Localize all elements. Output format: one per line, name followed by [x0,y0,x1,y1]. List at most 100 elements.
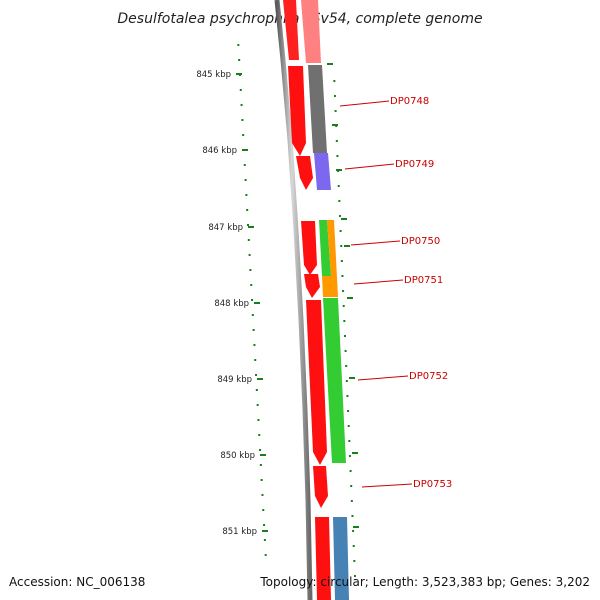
skew-dot [343,320,346,322]
gene-arrow-DP0750-track1[interactable] [301,221,317,275]
ruler-dot [252,329,255,331]
leader-DP0750 [350,240,401,246]
skew-dot [338,215,341,217]
gene-label-DP0752[interactable]: DP0752 [409,371,448,382]
gene-arrow-DP0749-track1[interactable] [296,156,313,190]
gc-skew-ticks [327,63,359,577]
skew-dot [352,545,355,547]
gene-arrow-DP0751-track2-orange[interactable] [322,220,338,297]
gene-arrow-DP0751-track1[interactable] [304,274,320,298]
skew-dot [340,245,343,247]
skew-dot [351,515,354,517]
ruler-dot [263,524,266,526]
gene-labels: DP0748 DP0749 DP0750 DP0751 DP0752 DP075… [339,96,452,490]
skew-dot [350,500,353,502]
ruler-dot [238,59,241,61]
accession-text: Accession: NC_006138 [9,575,146,589]
ruler-dot [255,374,258,376]
ruler-dot [254,359,257,361]
ruler-dot [250,284,253,286]
gene-label-DP0749[interactable]: DP0749 [395,159,434,170]
leader-DP0749 [344,163,395,170]
position-ruler: 845 kbp 846 kbp 847 kbp 848 kbp 849 kbp 850 k… [196,44,268,556]
gene-segment-post[interactable] [315,517,331,600]
ruler-dot [257,419,260,421]
ruler-dot [253,344,256,346]
gene-arrow-DP0752-track2[interactable] [323,298,346,463]
ruler-dot [249,269,252,271]
gene-arrow-DP0753-track2[interactable] [333,517,349,600]
skew-dot [337,170,340,172]
gene-label-DP0753[interactable]: DP0753 [413,479,452,490]
skew-dot [345,365,348,367]
skew-dot [337,185,340,187]
ruler-dot [237,44,240,46]
skew-dot [334,110,337,112]
gene-label-DP0748[interactable]: DP0748 [390,96,429,107]
ruler-dot [245,194,248,196]
ruler-dot [259,464,262,466]
ruler-dot [248,254,251,256]
skew-dot [342,305,345,307]
skew-dot [347,425,350,427]
skew-dot [342,290,345,292]
gene-arrow-DP0753-track1[interactable] [313,466,328,508]
skew-dot [333,80,336,82]
ruler-dot [256,404,259,406]
ruler-dots [237,44,267,556]
skew-dot [345,380,348,382]
ruler-dot [264,554,267,556]
map-title: Desulfotalea psychrophila LSv54, complet… [117,11,482,27]
ruler-dot [242,134,245,136]
ruler-dot [243,164,246,166]
gene-arrow-DP0752-track1[interactable] [306,300,327,465]
gene-label-DP0750[interactable]: DP0750 [401,236,440,247]
ruler-dot [259,449,262,451]
skew-dot [336,155,339,157]
ruler-dot [251,299,254,301]
gene-segment-pre-track2[interactable] [301,0,321,63]
ruler-label-0: 845 kbp [196,70,231,80]
gene-track-function [301,0,349,600]
skew-dot [352,530,355,532]
skew-dot [350,485,353,487]
gene-label-DP0751[interactable]: DP0751 [404,275,443,286]
ruler-dot [247,239,250,241]
skew-dot [333,95,336,97]
genome-backbone [274,0,313,600]
skew-dot [353,575,356,577]
leader-DP0748 [339,100,390,107]
skew-dot [347,410,350,412]
ruler-label-6: 851 kbp [222,527,257,537]
skew-dot [338,200,341,202]
skew-dot [344,350,347,352]
ruler-dot [246,209,249,211]
leader-DP0753 [361,483,413,488]
topology-text: Topology: circular; Length: 3,523,383 bp… [260,575,590,589]
ruler-dot [255,389,258,391]
skew-dot [346,395,349,397]
ruler-dot [262,509,265,511]
ruler-dot [251,314,254,316]
gene-arrow-DP0748-track1[interactable] [288,66,306,156]
skew-dot [340,260,343,262]
skew-dot [349,470,352,472]
leader-DP0752 [357,375,409,381]
skew-dot [341,275,344,277]
ruler-dot [239,89,242,91]
ruler-label-2: 847 kbp [208,223,243,233]
ruler-dot [247,224,249,226]
gene-track-forward [283,0,331,600]
ruler-dot [240,104,243,106]
ruler-label-3: 848 kbp [214,299,249,309]
gene-arrow-DP0748-track2[interactable] [308,65,327,153]
ruler-label-1: 846 kbp [202,146,237,156]
ruler-dot [260,479,263,481]
leader-DP0751 [353,279,404,285]
gene-segment-pre[interactable] [283,0,299,60]
ruler-label-4: 849 kbp [217,375,252,385]
gene-arrow-DP0749-track2[interactable] [314,153,331,190]
ruler-dot [244,179,247,181]
skew-dot [353,560,356,562]
